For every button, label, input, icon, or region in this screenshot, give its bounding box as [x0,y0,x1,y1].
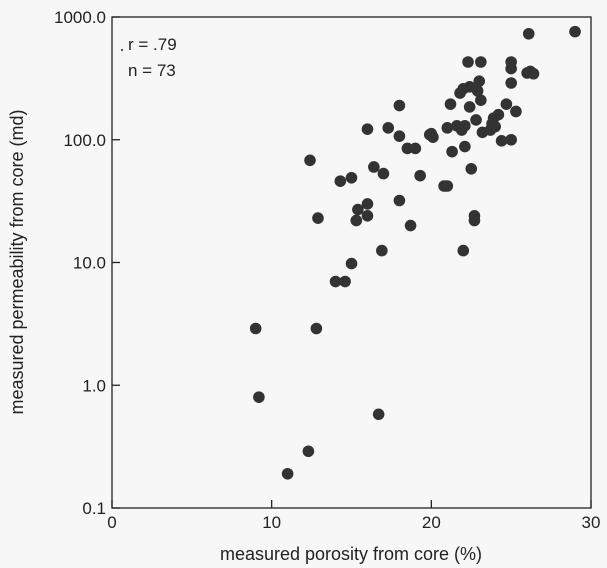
data-point [368,161,380,173]
data-point [361,210,374,222]
data-point [465,162,478,175]
annotation-r: r = .79 [128,35,177,54]
data-point [393,130,406,142]
y-axis-title: measured permeability from core (md) [7,109,27,414]
data-point [377,167,390,180]
data-point [334,175,347,187]
data-point [361,198,374,210]
data-point [312,212,324,224]
data-point [463,81,476,93]
data-point [459,140,471,153]
data-point [463,101,476,113]
data-point [372,408,385,421]
data-point [470,114,482,126]
annotation-dot [120,48,124,52]
data-point [249,322,262,335]
data-point [510,105,522,118]
data-point [492,108,505,121]
data-point [253,391,265,403]
data-point [457,244,470,257]
x-axis-title: measured porosity from core (%) [220,544,482,564]
data-points [249,25,581,480]
data-point [345,171,358,184]
data-point [302,445,315,458]
data-point [505,62,517,75]
data-point [304,154,316,167]
data-point [382,122,395,134]
y-tick-label: 100.0 [63,131,106,150]
y-tick-label: 0.1 [82,499,106,518]
y-tick-label: 1000.0 [54,8,106,27]
x-tick-label: 0 [107,513,116,532]
data-point [361,123,374,135]
data-point [527,67,540,80]
data-point [459,119,471,132]
x-tick-label: 20 [422,513,441,532]
data-point [505,77,517,89]
x-tick-label: 30 [582,513,601,532]
data-point [475,94,487,106]
data-point [473,75,486,87]
data-point [446,145,458,158]
data-point [444,98,457,110]
data-point [393,194,406,207]
data-point [505,133,517,146]
data-point [401,142,414,155]
y-axis-ticks: 0.1 1.0 10.0 100.0 1000.0 [54,8,120,518]
annotation-n: n = 73 [128,61,176,80]
data-point [310,322,323,335]
data-point [393,99,406,112]
data-point [468,214,481,227]
data-point [475,56,487,68]
data-point [462,56,474,68]
data-point [489,120,502,133]
data-point [350,214,363,227]
data-point [329,275,342,288]
x-axis-ticks: 0 10 20 30 [107,500,600,532]
y-tick-label: 10.0 [73,254,106,273]
data-point [495,135,508,147]
data-point [522,27,535,40]
data-point [500,98,513,110]
data-point [441,122,454,134]
data-point [376,244,388,257]
x-tick-label: 10 [262,513,281,532]
data-point [425,127,438,140]
data-point [569,25,581,38]
data-point [281,467,294,480]
data-point [352,203,364,216]
data-point [404,219,417,232]
data-point [409,142,422,155]
y-tick-label: 1.0 [82,376,106,395]
data-point [441,180,454,192]
data-point [339,275,351,288]
data-point [414,169,426,182]
data-point [345,257,358,270]
